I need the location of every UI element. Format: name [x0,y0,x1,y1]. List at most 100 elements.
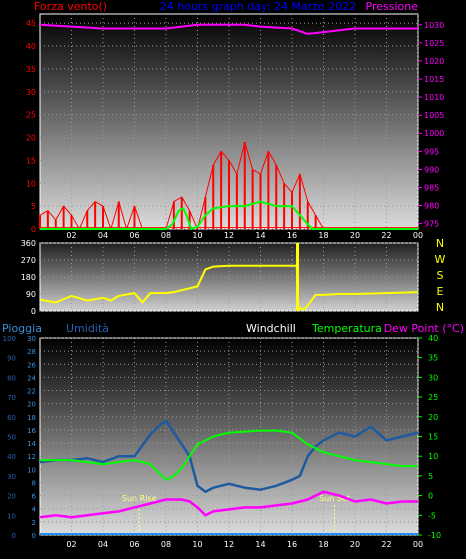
rain-tick-label: 14 [27,440,36,448]
humidity-tick-label: 90 [7,355,16,363]
x-tick-label: 12 [224,540,234,549]
x-tick-label: 20 [350,231,360,240]
humidity-tick-label: 70 [7,394,16,402]
x-tick-label: 04 [98,540,108,549]
rain-tick-label: 12 [27,453,36,461]
rain-label: Pioggia [2,322,42,335]
x-tick-label: 14 [255,231,265,240]
humidity-tick-label: 100 [3,335,16,343]
humidity-tick-label: 50 [7,434,16,442]
cardinal-label: N [436,237,444,250]
grid-layer [40,14,419,536]
wind-tick-label: 15 [26,156,36,165]
x-tick-label: 02 [66,231,76,240]
pressure-line [39,23,418,35]
rain-tick-label: 26 [27,361,36,369]
sunset-label: Sun Set [319,494,350,503]
chart-title: 24 hours graph day: 24 Marzo 2022 [160,0,357,13]
rain-tick-label: 28 [27,348,36,356]
humidity-tick-label: 60 [7,414,16,422]
rain-tick-label: 4 [32,506,37,514]
wind-tick-label: 0 [31,225,36,234]
dewpoint-label: Dew Point (°C) [384,322,464,335]
pressure-tick-label: 1015 [424,75,444,84]
humidity-tick-label: 10 [7,512,16,520]
x-tick-label: 10 [192,231,202,240]
x-tick-label: 00 [413,540,423,549]
sunrise-label: Sun Rise [122,494,157,503]
rain-tick-label: 2 [32,519,36,527]
x-tick-label: 22 [381,540,391,549]
humidity-tick-label: 40 [7,453,16,461]
rain-tick-label: 24 [27,374,36,382]
pressure-tick-label: 1020 [424,57,444,66]
pressure-tick-label: 1005 [424,111,444,120]
temperature-tick-label: 10 [428,452,438,461]
temperature-tick-label: 5 [428,472,433,481]
wind-tick-label: 10 [26,179,36,188]
humidity-tick-label: 80 [7,374,16,382]
wind-direction-line [39,264,419,311]
x-tick-label: 18 [318,540,328,549]
temperature-line [40,429,418,481]
cardinal-label: N [436,301,444,314]
direction-tick-label: 0 [31,307,36,316]
cardinal-label: S [437,269,444,282]
x-tick-label: 04 [98,231,108,240]
temperature-tick-label: 20 [428,413,438,422]
x-tick-label: 00 [413,231,423,240]
x-tick-label: 06 [129,540,139,549]
x-tick-label: 18 [318,231,328,240]
x-tick-label: 10 [192,540,202,549]
top-right-label: Pressione [366,0,419,13]
dewpoint-line [39,490,418,519]
temperature-tick-label: -10 [428,531,441,540]
wind-tick-label: 30 [26,88,36,97]
temperature-tick-label: 25 [428,393,438,402]
x-tick-label: 22 [381,231,391,240]
humidity-line [39,419,419,493]
x-tick-label: 08 [161,540,171,549]
wind-tick-label: 45 [26,19,36,28]
x-tick-label: 02 [66,540,76,549]
direction-tick-label: 180 [21,273,36,282]
rain-tick-label: 0 [32,532,36,540]
temperature-tick-label: 35 [428,354,438,363]
wind-tick-label: 20 [26,134,36,143]
humidity-label: Umidità [66,322,109,335]
wind-gust-line [39,141,418,230]
cardinal-label: W [435,253,446,266]
wind-tick-label: 25 [26,111,36,120]
humidity-tick-label: 30 [7,473,16,481]
direction-tick-label: 270 [21,256,36,265]
wind-tick-label: 5 [31,202,36,211]
rain-tick-label: 16 [27,427,36,435]
windchill-label: Windchill [246,322,296,335]
bottom-plot-area [39,337,419,536]
rain-tick-label: 6 [32,493,37,501]
pressure-tick-label: 985 [424,183,439,192]
tick-layer: 0202040406060808101012121414161618182020… [3,19,446,549]
wind-tick-label: 40 [26,42,36,51]
pressure-tick-label: 1000 [424,129,444,138]
x-tick-label: 12 [224,231,234,240]
temperature-tick-label: 30 [428,373,438,382]
temperature-tick-label: -5 [428,511,436,520]
rain-tick-label: 10 [27,466,36,474]
direction-tick-label: 90 [26,290,36,299]
x-tick-label: 08 [161,231,171,240]
direction-tick-label: 360 [21,239,36,248]
pressure-tick-label: 980 [424,202,439,211]
x-tick-label: 06 [129,231,139,240]
wind-average-line [40,200,418,230]
pressure-tick-label: 1025 [424,39,444,48]
temperature-tick-label: 0 [428,492,433,501]
temperature-label: Temperatura [311,322,382,335]
top-left-label: Forza vento() [34,0,107,13]
humidity-tick-label: 0 [12,532,16,540]
series-layer: Sun Rise Sun Set [39,23,419,535]
cardinal-label: E [437,285,444,298]
pressure-tick-label: 1030 [424,21,444,30]
x-tick-label: 14 [255,540,265,549]
